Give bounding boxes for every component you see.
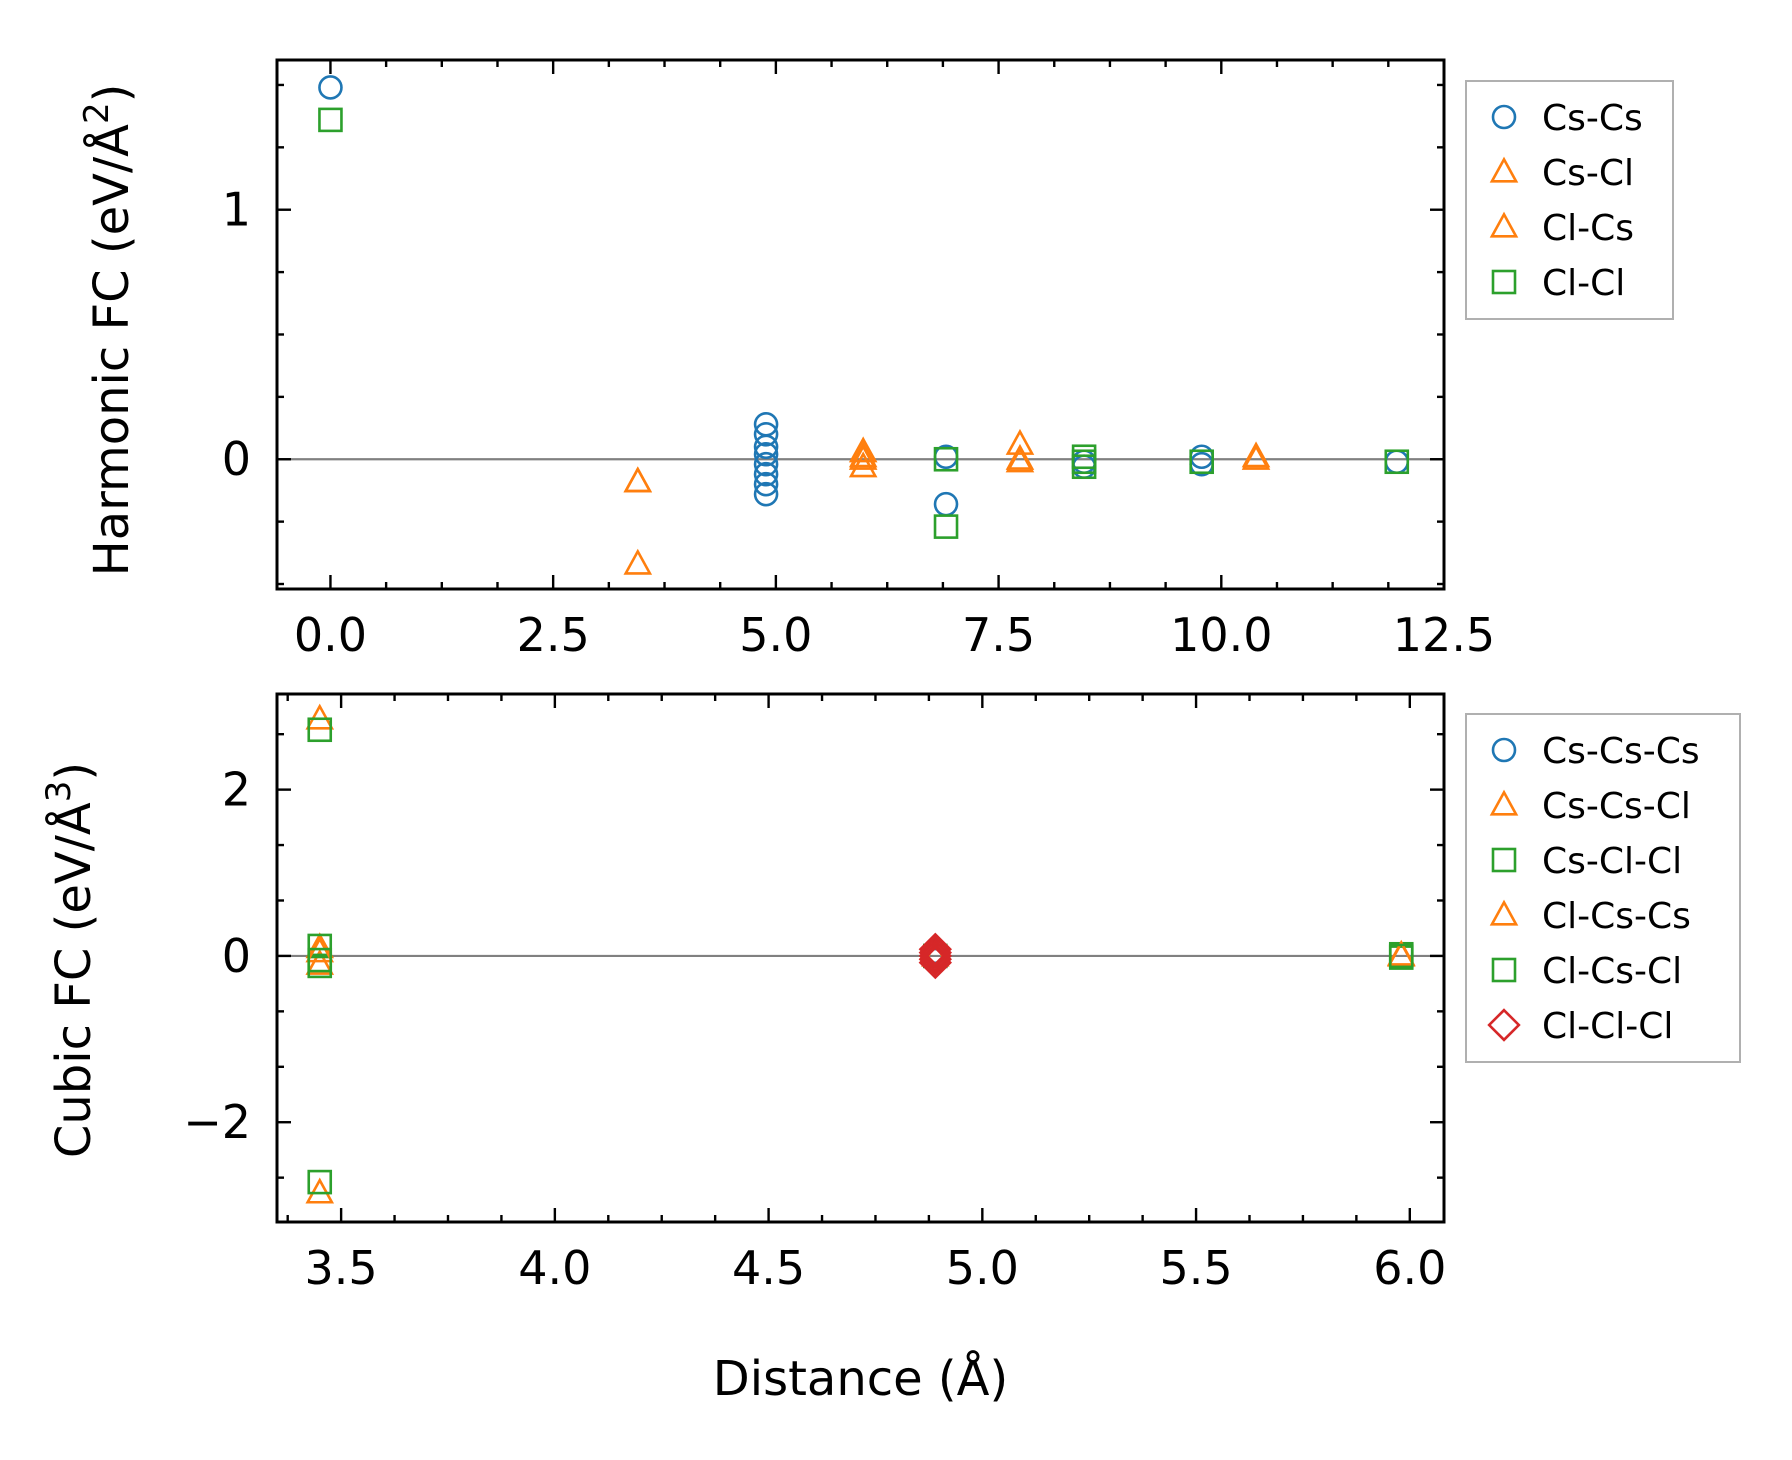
cubic-plot-frame xyxy=(275,692,1446,1224)
harmonic-legend-label-cl-cs: Cl-Cs xyxy=(1542,208,1634,249)
cubic-point-cs-cl-cl xyxy=(307,717,333,743)
harmonic-legend-label-cs-cs: Cs-Cs xyxy=(1542,98,1643,139)
harmonic-point-cl-cl xyxy=(1071,454,1097,480)
cubic-legend-box xyxy=(1465,713,1741,1063)
cubic-legend-marker-cl-cs-cl xyxy=(1491,957,1517,983)
cubic-legend-label-cl-cs-cs: Cl-Cs-Cs xyxy=(1542,896,1691,937)
cubic-point-cl-cl-cl xyxy=(918,942,952,976)
cubic-point-cl-cs-cl xyxy=(1388,943,1414,969)
cubic-point-cl-cs-cl xyxy=(307,947,333,973)
harmonic-point-cs-cs xyxy=(753,441,779,467)
harmonic-x-tick-label: 5.0 xyxy=(739,608,812,662)
harmonic-legend-label-cl-cl: Cl-Cl xyxy=(1542,263,1625,304)
cubic-legend-marker-cs-cs-cl xyxy=(1489,789,1519,816)
cubic-point-cl-cl-cl xyxy=(918,935,952,970)
cubic-point-cl-cl-cl xyxy=(918,945,952,980)
harmonic-legend-marker-cs-cl xyxy=(1489,156,1519,183)
cubic-legend-label-cl-cl-cl: Cl-Cl-Cl xyxy=(1542,1006,1673,1047)
cubic-y-tick-label: −2 xyxy=(183,1095,251,1149)
cubic-legend: Cs-Cs-Cs Cs-Cs-Cl Cs-Cl-Cl Cl-Cs-Cs Cl-Cs-Cl… xyxy=(1465,713,1741,1063)
cubic-legend-marker-cl-cl-cl xyxy=(1487,1008,1521,1042)
cubic-legend-label-cs-cs-cl: Cs-Cs-Cl xyxy=(1542,786,1691,827)
harmonic-x-tick-label: 2.5 xyxy=(517,608,590,662)
cubic-x-tick-label: 5.0 xyxy=(946,1241,1019,1295)
harmonic-x-tick-label: 0.0 xyxy=(294,608,367,662)
cubic-markers xyxy=(305,703,1416,1204)
cubic-legend-marker-cl-cs-cs xyxy=(1489,899,1519,926)
cubic-tick-labels: 3.5 4.0 4.5 5.0 5.5 6.0 −2 0 2 xyxy=(183,763,1446,1295)
cubic-x-tick-label: 6.0 xyxy=(1373,1241,1446,1295)
cubic-x-tick-label: 3.5 xyxy=(305,1241,378,1295)
cubic-point-cl-cl-cl xyxy=(918,939,952,973)
harmonic-y-axis-label: Harmonic FC (eV/Å2) xyxy=(77,84,140,577)
cubic-legend-label-cl-cs-cl: Cl-Cs-Cl xyxy=(1542,951,1682,992)
cubic-point-cs-cl-cl xyxy=(307,933,333,959)
cubic-point-cs-cl-cl xyxy=(307,1169,333,1195)
harmonic-point-cl-cs xyxy=(848,441,878,468)
harmonic-legend-marker-cs-cs xyxy=(1491,104,1517,130)
cubic-point-cl-cs-cs xyxy=(1386,939,1416,966)
harmonic-point-cs-cl xyxy=(623,548,653,575)
harmonic-point-cs-cs xyxy=(753,471,779,497)
cubic-point-cl-cl-cl xyxy=(918,932,952,966)
harmonic-y-tick-label: 0 xyxy=(222,432,251,486)
harmonic-x-tick-label: 10.0 xyxy=(1170,608,1272,662)
cubic-legend-label-cs-cl-cl: Cs-Cl-Cl xyxy=(1542,841,1682,882)
x-axis-label: Distance (Å) xyxy=(713,1350,1008,1407)
cubic-point-cs-cs-cl xyxy=(305,703,335,730)
harmonic-point-cl-cs xyxy=(623,466,653,493)
harmonic-point-cs-cs xyxy=(753,461,779,487)
harmonic-point-cl-cl xyxy=(933,514,959,539)
cubic-legend-marker-cs-cs-cs xyxy=(1491,737,1517,763)
harmonic-y-axis-label-main: Harmonic FC (eV/Å xyxy=(83,124,140,577)
cubic-legend-marker-cs-cl-cl xyxy=(1491,847,1517,873)
harmonic-x-tick-label: 7.5 xyxy=(962,608,1035,662)
harmonic-point-cs-cl xyxy=(1005,428,1035,455)
cubic-point-cs-cs-cl xyxy=(305,948,335,975)
harmonic-point-cs-cs xyxy=(318,75,343,100)
cubic-y-axis-label-main: Cubic FC (eV/Å xyxy=(45,802,102,1158)
cubic-y-tick-label: 0 xyxy=(222,929,251,983)
harmonic-legend-box xyxy=(1465,80,1674,320)
harmonic-point-cl-cl xyxy=(1189,449,1214,475)
harmonic-markers xyxy=(318,75,1410,575)
harmonic-point-cs-cs xyxy=(753,451,779,477)
harmonic-legend-marker-cl-cl xyxy=(1491,269,1517,295)
harmonic-plot-frame xyxy=(275,58,1446,591)
harmonic-y-axis-label-exponent: 2 xyxy=(77,102,117,124)
harmonic-point-cl-cl xyxy=(1384,449,1410,475)
cubic-y-axis-label-exponent: 3 xyxy=(39,781,79,803)
harmonic-point-cl-cs xyxy=(1241,441,1271,468)
harmonic-legend: Cs-Cs Cs-Cl Cl-Cs Cl-Cl xyxy=(1465,80,1674,320)
cubic-y-tick-label: 2 xyxy=(222,763,251,817)
harmonic-y-tick-label: 1 xyxy=(222,183,251,237)
harmonic-panel: 0.0 2.5 5.0 7.5 10.0 12.5 0 1 Harmonic FC (eV/Å… xyxy=(77,58,1674,662)
harmonic-tick-labels: 0.0 2.5 5.0 7.5 10.0 12.5 0 1 xyxy=(222,183,1495,662)
harmonic-point-cs-cl xyxy=(848,436,878,463)
cubic-x-tick-label: 4.0 xyxy=(518,1241,591,1295)
harmonic-point-cl-cl xyxy=(318,107,343,133)
harmonic-y-axis-label-close: ) xyxy=(84,84,140,103)
harmonic-point-cs-cs xyxy=(753,434,779,460)
harmonic-legend-marker-cl-cs xyxy=(1489,211,1519,238)
harmonic-point-cs-cs xyxy=(753,481,779,507)
harmonic-point-cs-cs xyxy=(753,421,779,447)
cubic-x-tick-label: 5.5 xyxy=(1159,1241,1232,1295)
cubic-panel: 3.5 4.0 4.5 5.0 5.5 6.0−202 Cubic FC (eV/Å3) … xyxy=(39,692,1741,1407)
cubic-y-axis-label: Cubic FC (eV/Å3) xyxy=(39,762,102,1158)
harmonic-point-cl-cl xyxy=(933,446,959,472)
harmonic-x-tick-label: 12.5 xyxy=(1393,608,1495,662)
harmonic-legend-label-cs-cl: Cs-Cl xyxy=(1542,153,1634,194)
cubic-y-axis-label-close: ) xyxy=(46,762,102,781)
cubic-x-tick-label: 4.5 xyxy=(732,1241,805,1295)
cubic-legend-label-cs-cs-cs: Cs-Cs-Cs xyxy=(1542,731,1700,772)
cubic-point-cs-cs-cl xyxy=(305,1177,335,1204)
harmonic-point-cl-cs xyxy=(1005,443,1035,470)
